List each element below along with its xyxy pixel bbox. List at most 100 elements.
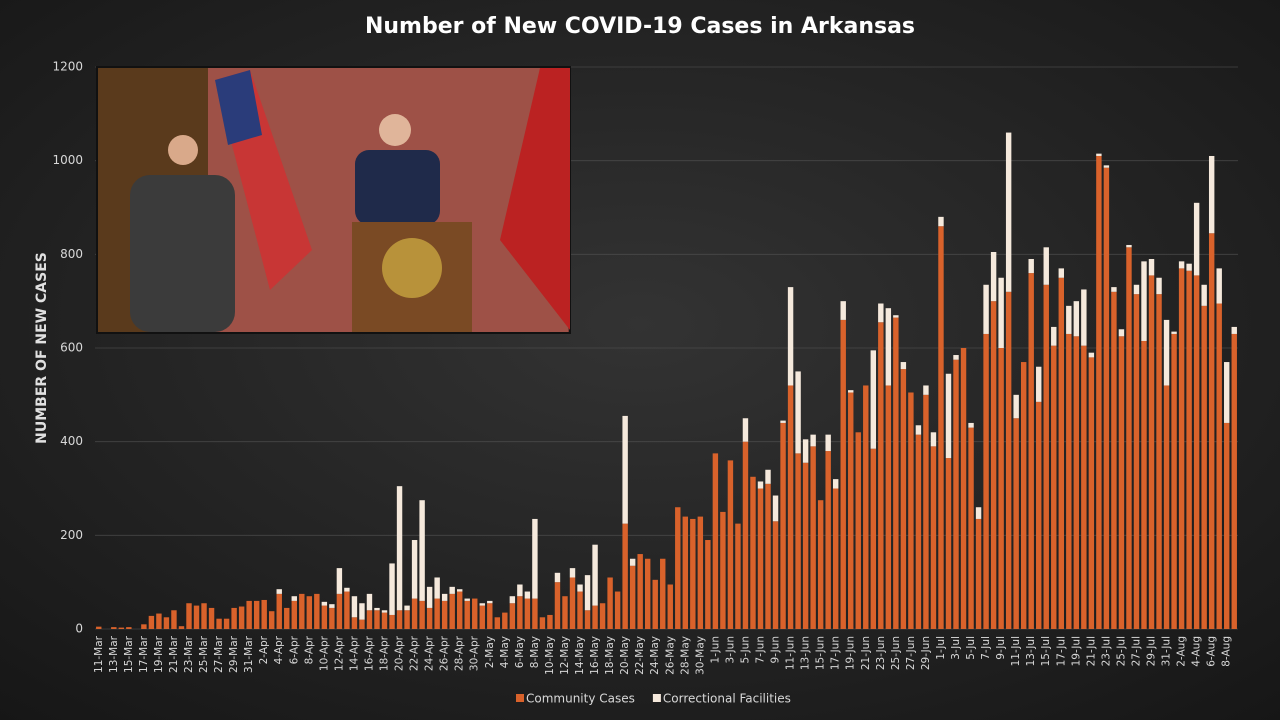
x-tick-label: 24-Apr: [424, 635, 436, 671]
bar-segment: [487, 603, 493, 629]
bar-segment: [1133, 294, 1140, 629]
bar-segment: [291, 600, 297, 629]
bar-segment: [592, 605, 598, 629]
bar-segment: [517, 596, 523, 629]
bar-segment: [757, 488, 764, 629]
bar-segment: [660, 558, 666, 629]
legend-label: Correctional Facilities: [663, 692, 791, 706]
bar-segment: [1036, 401, 1042, 629]
bar-segment: [284, 607, 290, 629]
bar-segment: [900, 362, 907, 370]
bar-segment: [908, 392, 914, 629]
bar-segment: [1073, 336, 1080, 629]
bar-segment: [772, 495, 779, 522]
bar-segment: [577, 584, 583, 592]
bar-segment: [622, 523, 628, 629]
bar-segment: [554, 572, 561, 583]
x-tick-label: 19-Mar: [153, 635, 165, 673]
x-tick-label: 29-Jul: [1146, 636, 1158, 666]
bar-segment: [1118, 336, 1125, 629]
bar-segment: [1186, 263, 1192, 271]
x-tick-label: 29-Mar: [228, 635, 240, 673]
y-tick-label: 1200: [52, 60, 83, 74]
bar-segment: [832, 479, 839, 489]
bar-segment: [990, 251, 997, 302]
bar-segment: [502, 612, 508, 629]
bar-segment: [1005, 291, 1012, 629]
person-body: [355, 150, 440, 225]
chart-title: Number of New COVID-19 Cases in Arkansas: [365, 14, 915, 39]
bar-segment: [411, 598, 418, 629]
bar-segment: [840, 301, 846, 320]
bar-segment: [975, 507, 982, 519]
bar-segment: [1103, 167, 1110, 630]
bar-segment: [246, 600, 252, 629]
bar-segment: [1043, 247, 1049, 285]
x-tick-label: 21-Mar: [168, 635, 180, 673]
x-tick-label: 20-May: [619, 636, 631, 675]
x-tick-label: 9-Jun: [770, 636, 782, 663]
bar-segment: [524, 591, 531, 599]
bar-segment: [915, 425, 922, 435]
bar-segment: [802, 462, 809, 629]
bar-segment: [344, 587, 350, 592]
x-tick-label: 11-Mar: [93, 635, 105, 673]
bar-segment: [893, 317, 899, 629]
bar-segment: [1051, 326, 1057, 346]
bar-segment: [1066, 305, 1072, 334]
bar-segment: [524, 598, 531, 629]
bar-segment: [1043, 284, 1049, 629]
bar-segment: [276, 593, 282, 629]
bar-segment: [795, 371, 801, 454]
x-tick-label: 21-Jul: [1085, 636, 1097, 666]
bar-segment: [614, 591, 621, 629]
bar-segment: [780, 420, 786, 423]
bar-segment: [975, 518, 982, 629]
bar-segment: [682, 516, 689, 629]
bar-segment: [1096, 153, 1102, 156]
bar-segment: [96, 626, 102, 629]
x-tick-label: 11-Jun: [785, 636, 797, 670]
bar-segment: [231, 607, 237, 629]
x-tick-label: 3-Jun: [724, 636, 736, 663]
bar-segment: [629, 565, 636, 629]
bar-segment: [118, 627, 125, 629]
y-tick-label: 0: [75, 622, 83, 636]
bar-segment: [802, 439, 809, 463]
bar-segment: [208, 607, 215, 629]
bar-segment: [1216, 303, 1222, 629]
x-tick-label: 18-Apr: [379, 635, 391, 671]
bar-segment: [1088, 357, 1095, 629]
y-tick-label: 200: [60, 528, 83, 542]
bar-segment: [855, 432, 861, 629]
person-body: [130, 175, 235, 332]
bar-segment: [1163, 385, 1170, 629]
x-tick-label: 12-May: [559, 636, 571, 675]
bar-segment: [569, 568, 576, 578]
x-tick-label: 8-Aug: [1221, 636, 1233, 667]
state-flag: [500, 68, 570, 330]
legend-swatch: [652, 694, 661, 702]
x-tick-label: 1-Jul: [935, 636, 947, 660]
bar-segment: [953, 355, 959, 360]
bar-segment: [193, 605, 200, 629]
bar-segment: [1141, 261, 1147, 341]
x-tick-label: 22-May: [634, 636, 646, 675]
bar-segment: [1163, 319, 1170, 386]
bar-segment: [998, 277, 1004, 348]
bar-segment: [216, 618, 222, 629]
x-tick-label: 29-Jun: [920, 636, 932, 670]
bar-segment: [321, 605, 328, 629]
bar-segment: [697, 516, 704, 629]
person-head: [379, 114, 411, 146]
bar-segment: [1193, 275, 1200, 629]
bar-segment: [547, 614, 553, 629]
bar-segment: [276, 589, 282, 594]
bar-segment: [712, 453, 719, 629]
bar-segment: [223, 618, 230, 629]
bar-segment: [374, 607, 380, 611]
bar-segment: [938, 216, 944, 227]
x-tick-label: 12-Apr: [333, 635, 345, 671]
bar-segment: [1081, 345, 1087, 629]
